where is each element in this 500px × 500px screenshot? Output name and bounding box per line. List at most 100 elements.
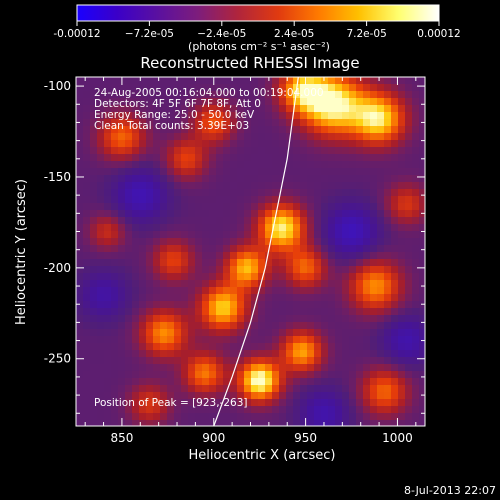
heatmap-cell: [300, 259, 308, 267]
heatmap-cell: [174, 112, 182, 120]
heatmap-cell: [370, 112, 378, 120]
heatmap-cell: [321, 371, 329, 379]
heatmap-cell: [272, 406, 280, 414]
heatmap-cell: [356, 98, 364, 106]
heatmap-cell: [342, 371, 350, 379]
heatmap-cell: [272, 301, 280, 309]
heatmap-cell: [307, 140, 315, 148]
heatmap-cell: [90, 378, 98, 386]
heatmap-cell: [251, 154, 259, 162]
heatmap-cell: [300, 98, 308, 106]
heatmap-cell: [419, 154, 425, 162]
heatmap-cell: [286, 217, 294, 225]
heatmap-cell: [237, 182, 245, 190]
heatmap-cell: [398, 392, 406, 400]
heatmap-cell: [293, 231, 301, 239]
heatmap-cell: [412, 343, 420, 351]
heatmap-cell: [244, 217, 252, 225]
heatmap-cell: [398, 413, 406, 421]
heatmap-cell: [104, 287, 112, 295]
heatmap-cell: [90, 154, 98, 162]
heatmap-cell: [153, 413, 161, 421]
heatmap-cell: [97, 119, 105, 127]
heatmap-cell: [279, 112, 287, 120]
heatmap-cell: [188, 77, 196, 85]
heatmap-cell: [181, 413, 189, 421]
heatmap-cell: [244, 350, 252, 358]
heatmap-cell: [342, 259, 350, 267]
heatmap-cell: [181, 98, 189, 106]
heatmap-cell: [342, 364, 350, 372]
heatmap-cell: [335, 196, 343, 204]
heatmap-cell: [195, 280, 203, 288]
heatmap-cell: [90, 168, 98, 176]
heatmap-cell: [223, 364, 231, 372]
heatmap-cell: [174, 406, 182, 414]
heatmap-cell: [160, 203, 168, 211]
heatmap-cell: [328, 266, 336, 274]
heatmap-cell: [363, 420, 371, 426]
heatmap-cell: [160, 238, 168, 246]
heatmap-cell: [202, 287, 210, 295]
heatmap-cell: [342, 287, 350, 295]
heatmap-cell: [181, 252, 189, 260]
heatmap-cell: [104, 140, 112, 148]
heatmap-cell: [321, 259, 329, 267]
heatmap-cell: [251, 210, 259, 218]
heatmap-cell: [202, 133, 210, 141]
heatmap-cell: [202, 238, 210, 246]
heatmap-cell: [377, 420, 385, 426]
heatmap-cell: [174, 364, 182, 372]
heatmap-cell: [419, 189, 425, 197]
heatmap-cell: [258, 112, 266, 120]
heatmap-cell: [237, 420, 245, 426]
heatmap-cell: [363, 322, 371, 330]
heatmap-cell: [167, 175, 175, 183]
heatmap-cell: [398, 336, 406, 344]
heatmap-cell: [307, 259, 315, 267]
heatmap-cell: [230, 350, 238, 358]
heatmap-cell: [265, 259, 273, 267]
heatmap-cell: [405, 245, 413, 253]
heatmap-cell: [342, 301, 350, 309]
heatmap-cell: [286, 336, 294, 344]
heatmap-cell: [419, 252, 425, 260]
heatmap-cell: [188, 301, 196, 309]
heatmap-cell: [307, 245, 315, 253]
heatmap-cell: [216, 224, 224, 232]
heatmap-cell: [321, 287, 329, 295]
heatmap-cell: [160, 378, 168, 386]
heatmap-cell: [342, 175, 350, 183]
heatmap-cell: [405, 182, 413, 190]
heatmap-cell: [363, 210, 371, 218]
heatmap-cell: [377, 154, 385, 162]
heatmap-cell: [139, 196, 147, 204]
heatmap-cell: [370, 399, 378, 407]
heatmap-cell: [384, 350, 392, 358]
heatmap-cell: [76, 182, 84, 190]
heatmap-cell: [377, 399, 385, 407]
heatmap-cell: [342, 77, 350, 85]
heatmap-cell: [265, 217, 273, 225]
heatmap-cell: [412, 147, 420, 155]
heatmap-cell: [251, 336, 259, 344]
heatmap-cell: [125, 413, 133, 421]
heatmap-cell: [167, 308, 175, 316]
heatmap-cell: [111, 203, 119, 211]
heatmap-cell: [321, 175, 329, 183]
heatmap-cell: [97, 273, 105, 281]
heatmap-cell: [146, 336, 154, 344]
heatmap-cell: [139, 161, 147, 169]
heatmap-cell: [370, 175, 378, 183]
heatmap-cell: [230, 252, 238, 260]
heatmap-cell: [244, 182, 252, 190]
heatmap-cell: [202, 329, 210, 337]
heatmap-cell: [412, 112, 420, 120]
heatmap-cell: [230, 245, 238, 253]
heatmap-cell: [384, 182, 392, 190]
heatmap-cell: [307, 210, 315, 218]
heatmap-cell: [160, 154, 168, 162]
heatmap-cell: [209, 336, 217, 344]
heatmap-cell: [209, 385, 217, 393]
heatmap-cell: [356, 224, 364, 232]
